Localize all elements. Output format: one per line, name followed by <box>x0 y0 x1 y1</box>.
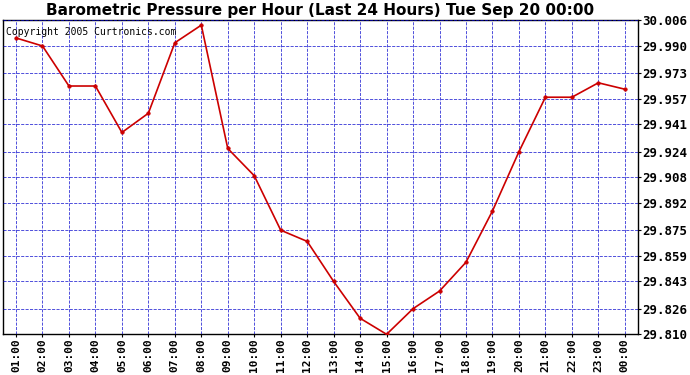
Text: Copyright 2005 Curtronics.com: Copyright 2005 Curtronics.com <box>6 27 177 37</box>
Title: Barometric Pressure per Hour (Last 24 Hours) Tue Sep 20 00:00: Barometric Pressure per Hour (Last 24 Ho… <box>46 3 595 18</box>
